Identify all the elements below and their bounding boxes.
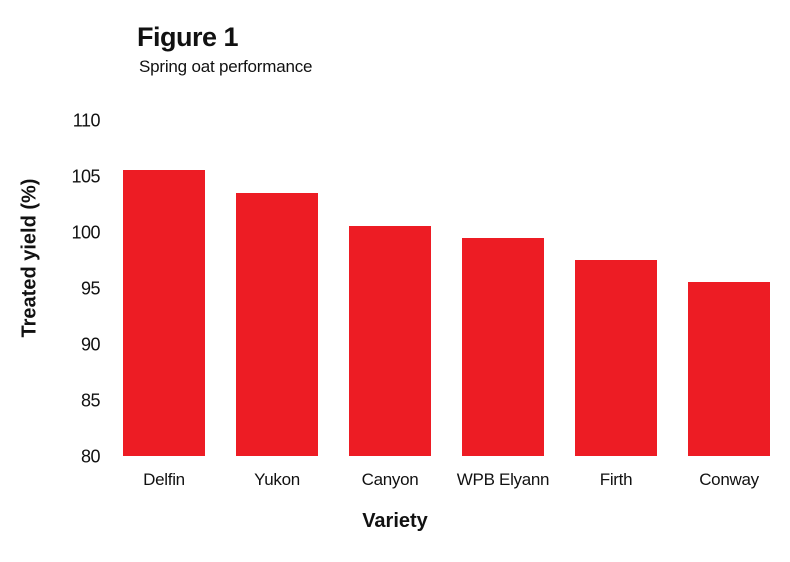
figure-title: Figure 1 (137, 22, 239, 52)
bar (462, 237, 544, 456)
y-tick-label: 110 (72, 110, 101, 131)
x-axis-label: Variety (362, 510, 428, 532)
figure-subtitle: Spring oat performance (139, 57, 313, 76)
y-axis-label: Treated yield (%) (18, 178, 41, 338)
y-tick-label: 90 (80, 334, 101, 355)
x-category-label: Conway (699, 470, 759, 489)
x-category-label: Firth (599, 470, 633, 489)
x-category-label: Delfin (143, 470, 185, 489)
y-tick-label: 85 (80, 390, 101, 411)
y-tick-label: 95 (80, 278, 101, 299)
y-tick-label: 80 (80, 446, 101, 467)
y-tick-label: 100 (71, 222, 100, 243)
bar (688, 282, 770, 456)
bar (123, 170, 205, 456)
x-category-label: Canyon (361, 470, 419, 489)
bar (349, 226, 431, 456)
bar (575, 260, 657, 456)
x-category-label: WPB Elyann (456, 470, 550, 489)
bar (236, 192, 318, 456)
y-tick-label: 105 (71, 166, 100, 187)
x-category-label: Yukon (254, 470, 300, 489)
